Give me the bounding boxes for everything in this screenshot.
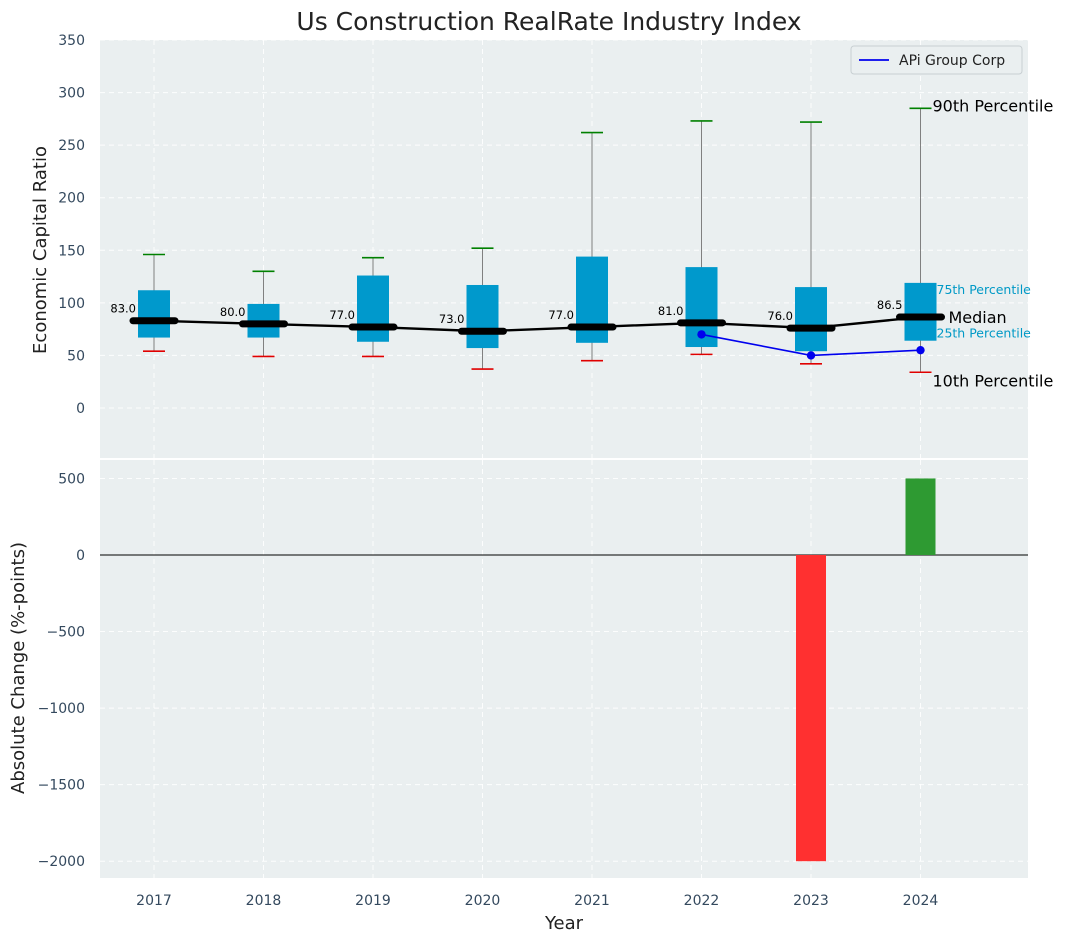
- bottom-grid: [100, 460, 1028, 878]
- median-value-label: 86.5: [877, 298, 903, 312]
- median-value-label: 73.0: [439, 312, 465, 326]
- x-tick-label: 2021: [574, 893, 610, 909]
- top-grid: [100, 39, 1028, 458]
- y-tick-label: 100: [58, 296, 85, 312]
- top-y-axis-label: Economic Capital Ratio: [30, 146, 51, 354]
- x-tick-label: 2023: [793, 893, 829, 909]
- bottom-plot-area: [100, 460, 1028, 878]
- y-tick-label: 0: [76, 401, 85, 417]
- median-value-label: 77.0: [548, 308, 574, 322]
- change-bars: [796, 478, 936, 862]
- x-tick-label: 2017: [136, 893, 172, 909]
- median-value-label: 83.0: [110, 302, 136, 316]
- median-value-label: 80.0: [220, 305, 246, 319]
- top-plot-area: [100, 40, 1028, 458]
- y-tick-label: 350: [58, 33, 85, 49]
- company-point: [916, 345, 925, 355]
- box-series: [138, 107, 937, 374]
- x-axis: 2017 2018 2019 2020 2021 2022 2023 2024: [136, 893, 938, 909]
- annotation-median: Median: [949, 308, 1007, 327]
- x-tick-label: 2018: [246, 893, 282, 909]
- iqr-box: [904, 282, 937, 341]
- iqr-box: [466, 284, 499, 349]
- x-tick-label: 2019: [355, 893, 391, 909]
- company-series: [697, 330, 925, 360]
- y-tick-label: 50: [67, 348, 85, 364]
- x-tick-label: 2022: [684, 893, 720, 909]
- y-tick-label: 300: [58, 86, 85, 102]
- x-tick-label: 2024: [903, 893, 939, 909]
- y-tick-label: −1000: [38, 701, 85, 717]
- percentile-annotations: 90th Percentile 75th Percentile Median25th…: [933, 96, 1054, 390]
- y-tick-label: −1500: [38, 778, 85, 794]
- change-bar: [905, 478, 936, 555]
- iqr-box: [138, 290, 170, 338]
- y-tick-label: −500: [47, 625, 85, 641]
- change-bar: [796, 555, 826, 862]
- annotation-p75: 75th Percentile: [937, 282, 1032, 297]
- y-tick-label: 250: [58, 138, 85, 154]
- company-point: [806, 351, 816, 360]
- iqr-box: [795, 287, 827, 352]
- annotation-p90: 90th Percentile: [933, 96, 1054, 115]
- annotation-p25: 25th Percentile: [937, 326, 1032, 341]
- annotation-p10: 10th Percentile: [933, 371, 1054, 390]
- company-point: [697, 330, 706, 339]
- median-value-label: 76.0: [767, 309, 793, 323]
- y-tick-label: 500: [58, 471, 85, 487]
- y-tick-label: 0: [76, 548, 85, 564]
- legend-label: APi Group Corp: [899, 53, 1005, 69]
- y-tick-label: −2000: [38, 854, 85, 870]
- y-tick-label: 150: [58, 243, 85, 259]
- legend-box: [850, 45, 1023, 75]
- chart-title: Us Construction RealRate Industry Index: [296, 7, 801, 36]
- median-value-label: 81.0: [658, 304, 684, 318]
- median-series: 83.0 80.0 77.0 73.0 77.0 81.0 76.0 86.5: [110, 298, 945, 335]
- y-tick-label: 200: [58, 191, 85, 207]
- x-tick-label: 2020: [465, 893, 501, 909]
- median-value-label: 77.0: [329, 308, 355, 322]
- legend: APi Group Corp: [850, 45, 1023, 75]
- bottom-y-axis-label: Absolute Change (%-points): [8, 542, 29, 794]
- top-y-axis: 0 50 100 150 200 250 300 350: [58, 33, 85, 417]
- x-axis-label: Year: [544, 913, 584, 934]
- bottom-y-axis: −2000 −1500 −1000 −500 0 500: [38, 471, 85, 870]
- iqr-box: [357, 275, 389, 342]
